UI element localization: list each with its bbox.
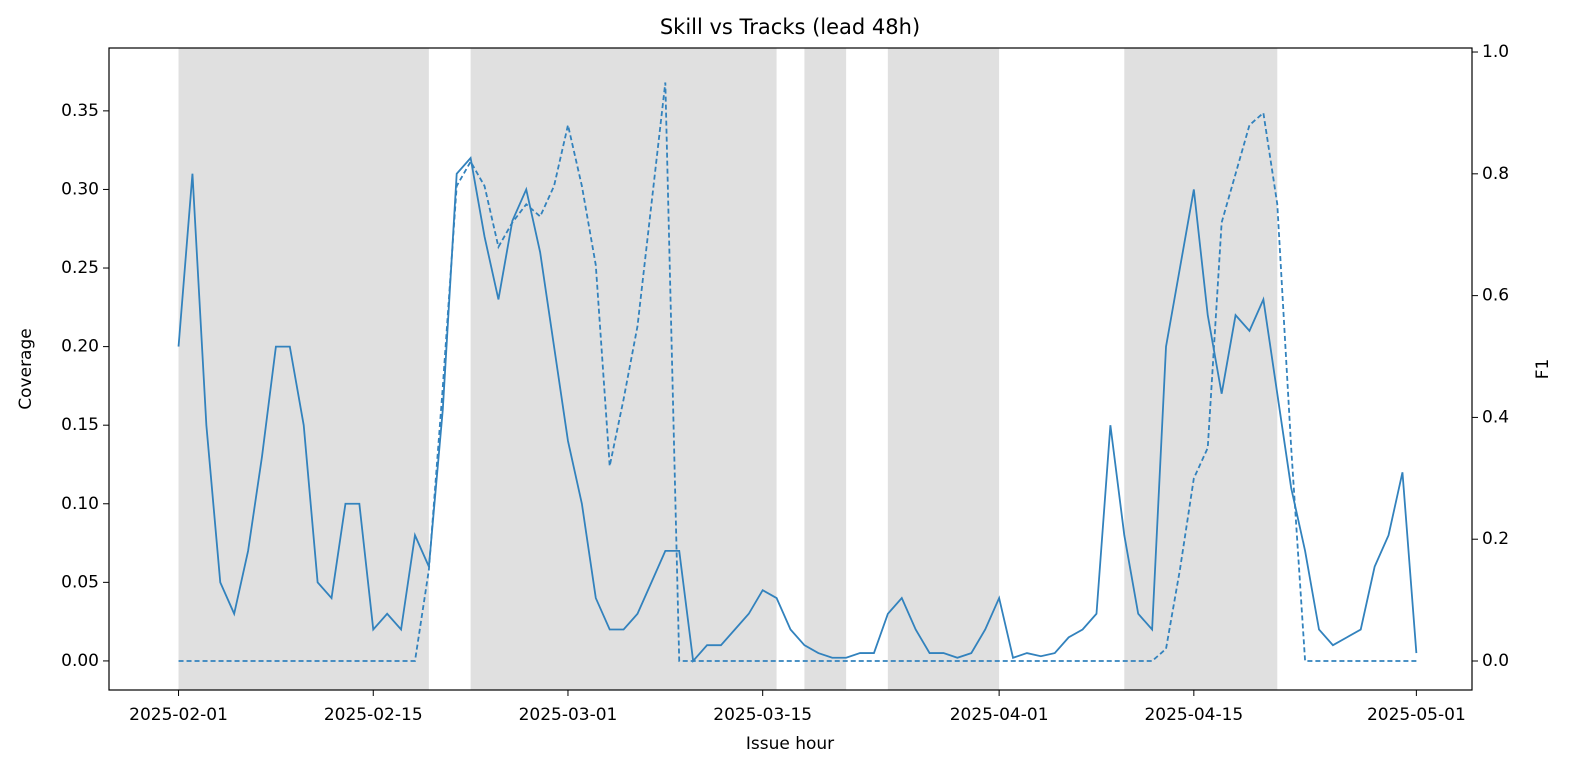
x-tick-label: 2025-02-01 — [129, 705, 228, 725]
y2-tick-label: 0.0 — [1482, 651, 1509, 671]
x-tick-label: 2025-05-01 — [1367, 705, 1466, 725]
y2-axis-label: F1 — [1533, 359, 1553, 380]
series-line — [178, 82, 1417, 662]
series-line — [177, 156, 1418, 664]
y-tick-label: 0.15 — [61, 415, 99, 435]
y-tick-label: 0.20 — [61, 337, 99, 357]
x-tick-label: 2025-03-15 — [713, 705, 812, 725]
y2-tick-label: 0.8 — [1482, 164, 1509, 184]
y2-tick-label: 1.0 — [1482, 42, 1509, 62]
y-tick-label: 0.00 — [61, 651, 99, 671]
y-tick-label: 0.05 — [61, 572, 99, 592]
chart-title: Skill vs Tracks (lead 48h) — [660, 15, 920, 39]
plot-frame — [108, 47, 1473, 691]
y-tick-label: 0.35 — [61, 101, 99, 121]
x-tick-label: 2025-04-01 — [950, 705, 1049, 725]
y-tick-label: 0.25 — [61, 258, 99, 278]
track-span — [1124, 48, 1278, 690]
x-tick-label: 2025-03-01 — [519, 705, 618, 725]
track-span — [887, 48, 1000, 690]
track-span — [804, 48, 847, 690]
y-axis-label: Coverage — [16, 328, 36, 409]
x-tick-label: 2025-04-15 — [1144, 705, 1243, 725]
y2-tick-label: 0.6 — [1482, 286, 1509, 306]
track-span — [178, 48, 429, 690]
y2-tick-label: 0.4 — [1482, 407, 1509, 427]
y-tick-label: 0.30 — [61, 179, 99, 199]
x-axis-label: Issue hour — [746, 734, 834, 754]
y2-tick-label: 0.2 — [1482, 529, 1509, 549]
x-tick-label: 2025-02-15 — [324, 705, 423, 725]
track-span — [470, 48, 777, 690]
y-tick-label: 0.10 — [61, 494, 99, 514]
